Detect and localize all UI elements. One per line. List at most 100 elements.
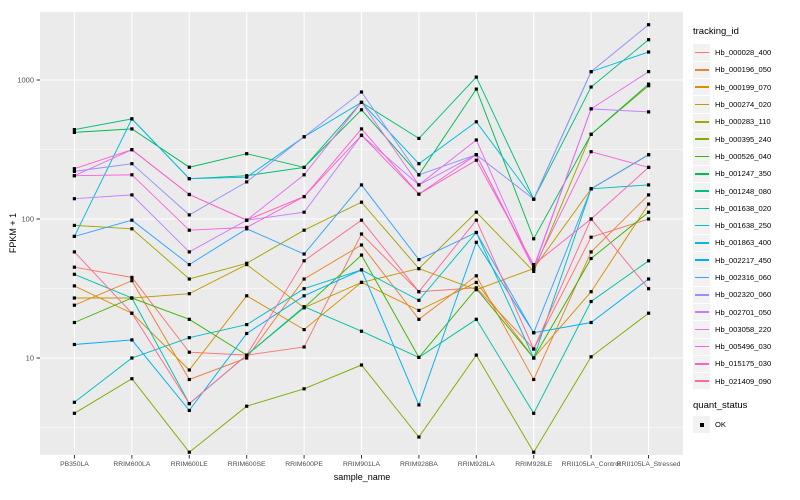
data-point [647, 23, 651, 27]
data-point [245, 152, 249, 156]
legend-line-swatch [694, 328, 709, 331]
data-point [589, 217, 593, 221]
legend-entry-Hb_001638_020: Hb_001638_020 [693, 200, 799, 217]
data-point [187, 350, 191, 354]
x-tick-label: RRIM928BA [400, 461, 438, 468]
data-point [187, 277, 191, 281]
legend-line-swatch [694, 242, 709, 244]
data-point [359, 183, 364, 187]
data-point [647, 217, 651, 221]
data-point [72, 303, 76, 307]
legend-label: Hb_001863_400 [715, 238, 772, 248]
data-point [130, 356, 134, 360]
data-point [532, 263, 536, 267]
legend-key [693, 165, 710, 182]
data-point [359, 200, 364, 204]
legend-entry-Hb_000395_240: Hb_000395_240 [693, 130, 799, 148]
data-point [130, 227, 134, 231]
legend-line-swatch [694, 51, 709, 54]
data-point [245, 294, 249, 298]
point-marker-icon [699, 422, 704, 427]
legend-line-swatch [694, 259, 709, 261]
data-point [417, 403, 421, 407]
data-point [72, 174, 76, 178]
data-point [359, 232, 364, 236]
data-point [359, 363, 364, 367]
data-point [417, 173, 421, 177]
x-tick-label: PB350LA [60, 461, 89, 468]
legend-label: Hb_015175_030 [715, 359, 772, 369]
data-point [130, 296, 134, 300]
data-point [359, 329, 364, 333]
legend-entry-Hb_000526_040: Hb_000526_040 [693, 148, 799, 165]
legend-label: Hb_001638_020 [715, 203, 772, 213]
data-point [474, 317, 478, 321]
x-tick-label: RRIM901LA [343, 461, 380, 468]
quant-legend-title: quant_status [693, 399, 748, 411]
legend-entry-Hb_001247_350: Hb_001247_350 [693, 165, 799, 182]
data-point [187, 228, 191, 232]
data-point [130, 311, 134, 315]
legend-key [693, 182, 710, 200]
legend: tracking_id Hb_000028_400 Hb_000196_050 Hb… [693, 26, 799, 433]
data-point [302, 305, 306, 309]
data-point [532, 269, 536, 273]
data-point [589, 299, 593, 304]
data-point [589, 235, 593, 239]
legend-line-swatch [694, 207, 709, 210]
data-point [72, 400, 76, 404]
x-tick-label: RRII105LA_Stressed [617, 461, 681, 468]
legend-line-swatch [694, 172, 709, 175]
legend-title: tracking_id [693, 26, 739, 37]
data-point [647, 70, 651, 74]
data-point [130, 117, 134, 121]
quant-legend-label: OK [715, 420, 726, 430]
legend-key [693, 286, 710, 303]
data-point [302, 287, 306, 291]
legend-entry-Hb_002320_060: Hb_002320_060 [693, 286, 799, 303]
legend-label: Hb_002320_060 [715, 290, 772, 300]
data-point [245, 353, 249, 357]
data-point [647, 277, 651, 281]
legend-label: Hb_002701_050 [715, 307, 772, 317]
data-point [245, 180, 249, 184]
data-point [187, 450, 191, 454]
data-point [187, 292, 191, 296]
data-point [130, 173, 134, 177]
legend-entry-Hb_000196_050: Hb_000196_050 [693, 61, 799, 79]
data-point [72, 272, 76, 276]
x-tick-label: RRIM600LA [113, 461, 150, 468]
legend-entry-Hb_001863_400: Hb_001863_400 [693, 234, 799, 252]
legend-entry-Hb_005496_030: Hb_005496_030 [693, 338, 799, 355]
data-point [359, 268, 364, 272]
data-point [647, 50, 651, 54]
x-tick-label: RRIM600PE [285, 461, 323, 468]
legend-label: Hb_000395_240 [715, 134, 772, 144]
legend-entry-Hb_000028_400: Hb_000028_400 [693, 44, 799, 61]
legend-line-swatch [694, 224, 709, 227]
data-point [417, 136, 421, 140]
legend-key [693, 148, 710, 165]
data-point [245, 175, 249, 179]
data-point [474, 280, 478, 284]
legend-line-swatch [694, 311, 709, 313]
data-point [359, 133, 364, 137]
legend-key [693, 355, 710, 373]
legend-entry-Hb_002701_050: Hb_002701_050 [693, 303, 799, 321]
data-point [72, 128, 76, 132]
legend-key [693, 234, 710, 252]
data-point [417, 298, 421, 302]
data-point [359, 90, 364, 94]
data-point [72, 284, 76, 288]
legend-label: Hb_002217_450 [715, 255, 772, 265]
data-point [532, 450, 536, 454]
data-point [474, 218, 478, 222]
data-point [245, 331, 249, 336]
data-point [359, 253, 364, 257]
data-point [359, 243, 364, 247]
data-point [359, 108, 364, 112]
data-point [647, 311, 651, 315]
x-tick-label: RRIM928LA [458, 461, 495, 468]
data-point [532, 237, 536, 241]
quant-legend-entry: OK [693, 416, 799, 433]
